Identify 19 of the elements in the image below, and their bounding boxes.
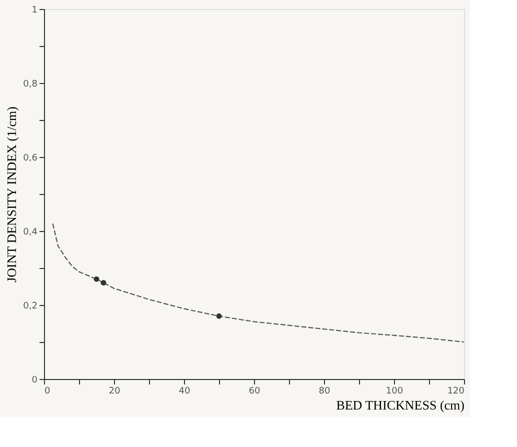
x-tick-label: 80 xyxy=(318,386,330,396)
x-axis-title: BED THICKNESS (cm) xyxy=(336,398,464,412)
point xyxy=(94,276,100,282)
x-tick-label: 100 xyxy=(386,386,404,396)
y-axis-title: JOINT DENSITY INDEX (1/cm) xyxy=(4,106,20,282)
x-tick-label: 120 xyxy=(447,386,465,396)
y-tick-label: 0,4 xyxy=(23,228,38,238)
line-series xyxy=(52,223,465,343)
y-tick-label: 1 xyxy=(32,6,38,16)
x-tick-label: 0 xyxy=(44,386,50,396)
y-tick-label: 0,6 xyxy=(23,154,38,164)
x-tick-label: 60 xyxy=(248,386,260,396)
point xyxy=(216,313,222,319)
y-tick-label: 0,2 xyxy=(23,302,38,312)
y-tick-label: 0,8 xyxy=(23,80,38,90)
x-tick-label: 20 xyxy=(108,386,120,396)
y-tick-label: 0 xyxy=(32,376,38,386)
point xyxy=(100,280,106,286)
x-tick-label: 40 xyxy=(178,386,190,396)
